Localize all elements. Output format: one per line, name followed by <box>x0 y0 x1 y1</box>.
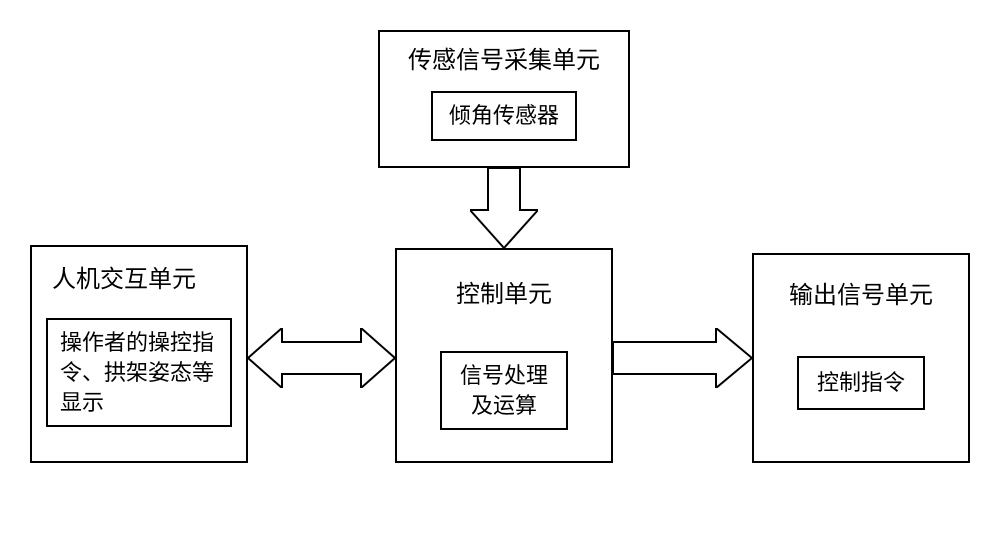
control-unit-title: 控制单元 <box>409 274 599 309</box>
output-unit-node: 输出信号单元 控制指令 <box>752 253 970 463</box>
sensor-unit-node: 传感信号采集单元 倾角传感器 <box>378 30 630 168</box>
control-unit-node: 控制单元 信号处理及运算 <box>395 248 613 463</box>
hmi-unit-node: 人机交互单元 操作者的操控指令、拱架姿态等显示 <box>30 245 248 463</box>
sensor-unit-title: 传感信号采集单元 <box>408 46 600 77</box>
output-unit-title: 输出信号单元 <box>766 275 956 310</box>
hmi-unit-title: 人机交互单元 <box>46 265 196 296</box>
arrow-control-to-output <box>613 328 752 388</box>
output-unit-inner: 控制指令 <box>797 356 925 410</box>
control-unit-inner: 信号处理及运算 <box>440 351 568 430</box>
sensor-unit-inner: 倾角传感器 <box>431 91 577 141</box>
hmi-unit-inner: 操作者的操控指令、拱架姿态等显示 <box>46 318 232 427</box>
arrow-sensor-to-control <box>470 168 538 248</box>
arrow-hmi-control-double <box>248 328 395 388</box>
